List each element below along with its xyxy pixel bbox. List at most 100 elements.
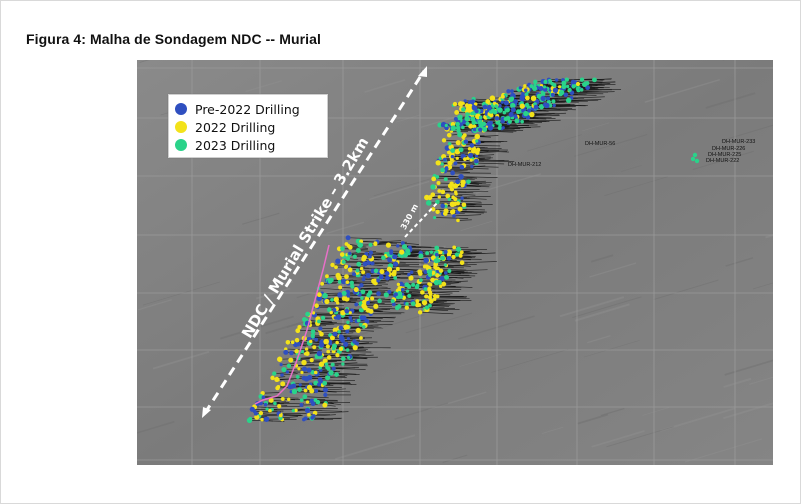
drill-trace [561, 91, 599, 93]
drill-collar [530, 95, 537, 102]
drill-collar [425, 200, 432, 206]
drill-collar [301, 366, 307, 372]
drill-collar [440, 189, 446, 195]
drill-trace [325, 388, 346, 391]
drill-collar [444, 275, 448, 280]
drill-collar [455, 125, 461, 131]
drill-collar [343, 341, 349, 347]
drill-collar [401, 244, 408, 250]
drill-trace [434, 298, 470, 300]
drill-collar [384, 271, 390, 276]
drill-trace [461, 176, 478, 179]
drill-collar [331, 349, 336, 354]
drill-collar [280, 381, 286, 387]
drill-collar [475, 139, 479, 143]
map-canvas [137, 60, 773, 465]
drill-trace [461, 251, 486, 254]
drill-collar [389, 251, 394, 256]
hole-label: DH-MUR-212 [508, 162, 542, 168]
drill-collar [469, 158, 473, 162]
drill-collar [425, 251, 430, 256]
drill-collar [398, 281, 404, 287]
terrain-streak [491, 349, 569, 373]
drill-collar [558, 89, 565, 96]
strike-arrow-head-top [418, 66, 427, 77]
drill-collar [295, 328, 301, 334]
drill-collar [294, 337, 300, 343]
drill-collar [500, 94, 505, 99]
drill-collar [355, 248, 361, 254]
drill-collar [417, 303, 422, 307]
drill-collar [268, 408, 272, 413]
drill-collar [405, 302, 409, 306]
drill-collar [338, 285, 343, 290]
terrain-streak [326, 221, 365, 235]
drill-collar [489, 95, 496, 102]
drill-collar [368, 250, 374, 255]
legend-label: 2023 Drilling [195, 137, 276, 153]
drill-trace [436, 260, 463, 262]
drill-collar [417, 310, 423, 315]
drill-collar [300, 370, 304, 375]
drill-collar [322, 358, 328, 364]
drill-trace [281, 414, 303, 416]
drill-trace [500, 124, 530, 127]
drill-collar [450, 121, 456, 127]
drill-collar [510, 96, 514, 100]
drill-collar [340, 246, 345, 251]
drill-collar [348, 315, 353, 320]
drill-collar [455, 246, 462, 252]
drill-trace [298, 343, 330, 346]
drill-collar [344, 242, 349, 246]
drill-collar [430, 192, 436, 197]
drill-collar [341, 362, 345, 366]
terrain-streak [256, 287, 291, 300]
drill-collar [381, 255, 386, 261]
drill-collar [293, 342, 299, 348]
drill-collar [438, 268, 444, 273]
drill-collar [435, 199, 440, 205]
drill-collar [335, 314, 342, 320]
drill-trace [403, 297, 428, 299]
drill-collar [457, 206, 463, 212]
drill-collar [376, 278, 381, 283]
drill-collar [349, 319, 354, 323]
drill-collar [446, 256, 452, 261]
strike-arrow-head-bottom [202, 407, 211, 418]
drill-collar [359, 283, 364, 288]
terrain-streak [559, 296, 625, 318]
drill-collar [306, 384, 313, 391]
drill-trace [354, 341, 378, 343]
drill-collar [446, 252, 452, 257]
drill-collar [503, 100, 509, 106]
terrain-streak [644, 78, 720, 103]
drill-trace [453, 196, 491, 198]
drill-collar [455, 201, 461, 206]
terrain-streak [642, 407, 670, 416]
drill-collar [305, 400, 310, 404]
drill-collar [473, 158, 479, 164]
terrain-streak [587, 335, 611, 344]
drill-trace [364, 323, 393, 326]
drill-collar [346, 355, 351, 360]
drill-collar [426, 269, 433, 275]
drill-collar [461, 107, 466, 112]
drill-collar [334, 372, 339, 378]
drill-trace [317, 401, 351, 404]
drill-collar [332, 331, 338, 337]
strike-arrow [203, 70, 426, 414]
drill-collar [497, 125, 502, 131]
drill-collar [352, 339, 357, 344]
drill-collar [309, 339, 313, 344]
terrain-streak [653, 279, 719, 301]
drill-collar [310, 329, 316, 334]
drill-collar [469, 143, 475, 148]
drill-collar [349, 280, 354, 285]
drill-collar [279, 363, 283, 367]
drill-collar [338, 325, 344, 331]
drill-collar [307, 413, 311, 417]
drill-collar [297, 325, 302, 330]
drill-trace [516, 119, 561, 122]
drill-collar [304, 407, 311, 413]
drill-collar [523, 110, 529, 117]
